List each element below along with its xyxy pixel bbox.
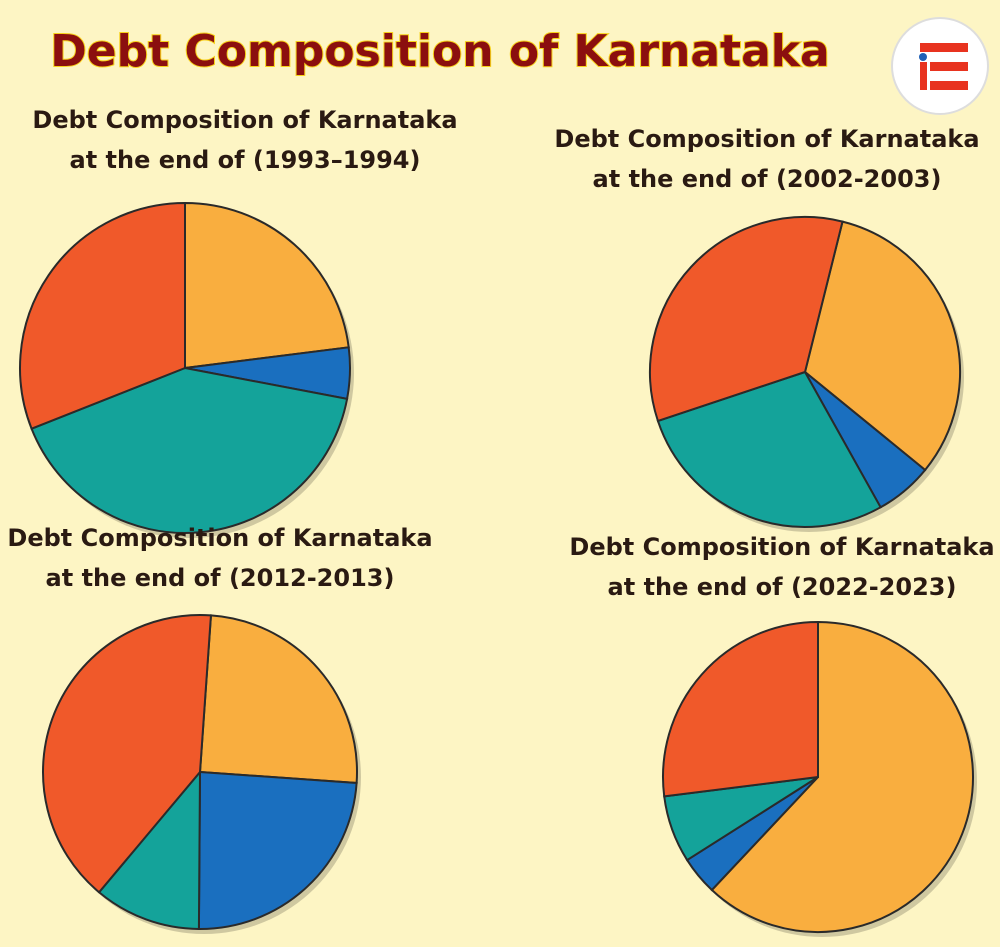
pie-slice <box>97 769 202 931</box>
pie-slice <box>197 770 358 930</box>
pie-slice <box>184 201 350 370</box>
pie-slice <box>656 370 882 528</box>
chart-title: Debt Composition of Karnataka <box>569 533 994 561</box>
chart-title: Debt Composition of Karnataka <box>7 524 432 552</box>
chart-subtitle: at the end of (1993–1994) <box>70 146 421 174</box>
pie-slice <box>30 366 349 534</box>
pie-slice <box>198 614 358 785</box>
chart-subtitle: at the end of (2002-2003) <box>593 165 942 193</box>
pie-slice <box>662 620 819 798</box>
logo <box>891 17 989 115</box>
main-title: Debt Composition of Karnataka <box>50 26 829 77</box>
chart-title: Debt Composition of Karnataka <box>32 106 457 134</box>
pie-slice <box>710 620 974 933</box>
pie-slice <box>19 201 186 431</box>
chart-title: Debt Composition of Karnataka <box>554 125 979 153</box>
chart-subtitle: at the end of (2012-2013) <box>46 564 395 592</box>
pie-slice <box>649 216 844 423</box>
chart-subtitle: at the end of (2022-2023) <box>608 573 957 601</box>
pie-slice <box>803 220 961 472</box>
pie-slice <box>42 614 213 894</box>
